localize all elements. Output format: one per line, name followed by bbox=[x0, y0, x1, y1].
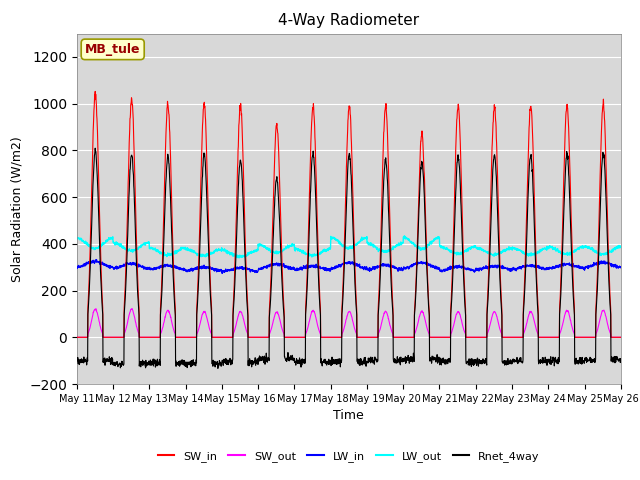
Y-axis label: Solar Radiation (W/m2): Solar Radiation (W/m2) bbox=[11, 136, 24, 282]
Text: MB_tule: MB_tule bbox=[85, 43, 140, 56]
Title: 4-Way Radiometer: 4-Way Radiometer bbox=[278, 13, 419, 28]
Legend: SW_in, SW_out, LW_in, LW_out, Rnet_4way: SW_in, SW_out, LW_in, LW_out, Rnet_4way bbox=[154, 446, 544, 466]
X-axis label: Time: Time bbox=[333, 409, 364, 422]
